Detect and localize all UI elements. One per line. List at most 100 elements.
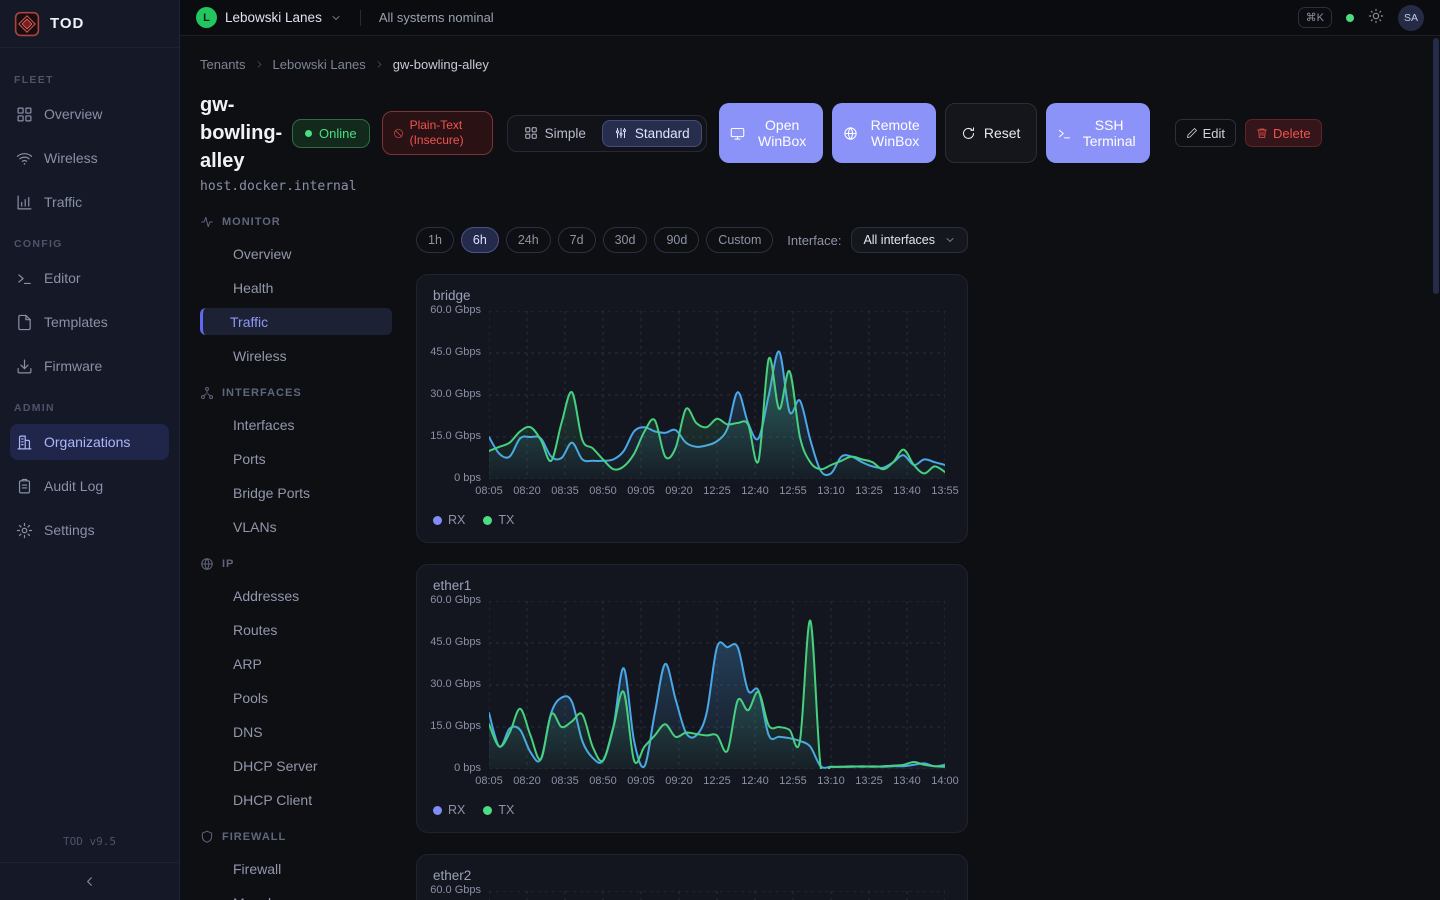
- file-icon: [16, 314, 33, 331]
- chart-card-ether1: ether160.0 Gbps45.0 Gbps30.0 Gbps15.0 Gb…: [416, 564, 968, 833]
- x-axis-label: 09:20: [665, 485, 693, 497]
- legend-label: TX: [498, 513, 514, 527]
- wifi-icon: [16, 150, 33, 167]
- subnav-header-label: INTERFACES: [222, 387, 302, 399]
- traffic-plot: [489, 601, 945, 769]
- view-toggle-simple[interactable]: Simple: [512, 120, 598, 147]
- sliders-icon: [614, 126, 628, 140]
- range-6h[interactable]: 6h: [461, 227, 499, 253]
- breadcrumb-tenants[interactable]: Tenants: [200, 57, 246, 72]
- sidebar-collapse-button[interactable]: [76, 870, 104, 894]
- button-label: Open WinBox: [753, 117, 812, 149]
- sidebar-item-wireless[interactable]: Wireless: [10, 140, 169, 176]
- chevron-left-icon: [82, 874, 97, 889]
- subnav-item-addresses[interactable]: Addresses: [200, 582, 392, 609]
- x-axis-label: 12:25: [703, 775, 731, 787]
- y-axis-label: 45.0 Gbps: [417, 346, 481, 358]
- subnav-item-pools[interactable]: Pools: [200, 684, 392, 711]
- sidebar: TOD FLEETOverviewWirelessTrafficCONFIGEd…: [0, 0, 180, 900]
- subnav-item-vlans[interactable]: VLANs: [200, 513, 392, 540]
- y-axis-label: 15.0 Gbps: [417, 430, 481, 442]
- sidebar-item-organizations[interactable]: Organizations: [10, 424, 169, 460]
- sidebar-item-firmware[interactable]: Firmware: [10, 348, 169, 384]
- download-icon: [16, 358, 33, 375]
- subnav-item-arp[interactable]: ARP: [200, 650, 392, 677]
- x-axis-label: 08:35: [551, 775, 579, 787]
- chart-legend: RXTX: [433, 803, 514, 817]
- x-axis-label: 08:50: [589, 775, 617, 787]
- x-axis-label: 09:20: [665, 775, 693, 787]
- subnav-item-routes[interactable]: Routes: [200, 616, 392, 643]
- ssh-terminal-button[interactable]: SSH Terminal: [1046, 103, 1150, 163]
- subnav-item-mangle[interactable]: Mangle: [200, 889, 392, 900]
- system-status: All systems nominal: [379, 10, 494, 25]
- reset-button[interactable]: Reset: [945, 103, 1037, 163]
- subnav-item-interfaces[interactable]: Interfaces: [200, 411, 392, 438]
- x-axis-label: 13:25: [855, 485, 883, 497]
- subnav-item-wireless[interactable]: Wireless: [200, 342, 392, 369]
- online-dot: [305, 130, 312, 137]
- sidebar-item-label: Organizations: [44, 434, 130, 450]
- subnav-item-firewall[interactable]: Firewall: [200, 855, 392, 882]
- sidebar-item-templates[interactable]: Templates: [10, 304, 169, 340]
- subnav-item-overview[interactable]: Overview: [200, 240, 392, 267]
- breadcrumb-current: gw-bowling-alley: [393, 57, 489, 72]
- subnav-item-traffic[interactable]: Traffic: [200, 308, 392, 335]
- sidebar-item-label: Overview: [44, 106, 102, 122]
- subnav-item-ports[interactable]: Ports: [200, 445, 392, 472]
- sidebar-section-config: CONFIGEditorTemplatesFirmware: [0, 238, 179, 384]
- device-subnav: MONITOR Overview Health Traffic Wireless INTE…: [200, 212, 392, 900]
- view-toggle-standard[interactable]: Standard: [602, 120, 702, 147]
- subnav-item-dhcp-client[interactable]: DHCP Client: [200, 786, 392, 813]
- refresh-icon: [961, 126, 976, 141]
- x-axis-label: 08:05: [475, 775, 503, 787]
- open-winbox-button[interactable]: Open WinBox: [719, 103, 823, 163]
- subnav-item-health[interactable]: Health: [200, 274, 392, 301]
- breadcrumb-tenant[interactable]: Lebowski Lanes: [273, 57, 366, 72]
- user-avatar[interactable]: SA: [1398, 5, 1424, 31]
- interface-select-value: All interfaces: [863, 233, 935, 247]
- subnav-item-dns[interactable]: DNS: [200, 718, 392, 745]
- remote-winbox-button[interactable]: Remote WinBox: [832, 103, 936, 163]
- sidebar-item-editor[interactable]: Editor: [10, 260, 169, 296]
- delete-button[interactable]: Delete: [1245, 119, 1322, 147]
- sidebar-item-label: Editor: [44, 270, 81, 286]
- terminal-icon: [16, 270, 33, 287]
- insecure-icon: [393, 128, 404, 139]
- tenant-selector[interactable]: L Lebowski Lanes: [196, 7, 342, 28]
- x-axis-label: 08:50: [589, 485, 617, 497]
- x-axis-label: 13:10: [817, 775, 845, 787]
- subnav-item-dhcp-server[interactable]: DHCP Server: [200, 752, 392, 779]
- sidebar-item-audit-log[interactable]: Audit Log: [10, 468, 169, 504]
- subnav-item-bridge-ports[interactable]: Bridge Ports: [200, 479, 392, 506]
- range-7d[interactable]: 7d: [558, 227, 596, 253]
- app-name: TOD: [50, 15, 84, 32]
- activity-icon: [200, 215, 214, 229]
- sidebar-item-label: Audit Log: [44, 478, 103, 494]
- sidebar-item-label: Templates: [44, 314, 108, 330]
- sidebar-item-settings[interactable]: Settings: [10, 512, 169, 548]
- theme-toggle-button[interactable]: [1368, 8, 1384, 27]
- legend-dot: [433, 516, 442, 525]
- legend-item-rx: RX: [433, 513, 465, 527]
- legend-dot: [483, 806, 492, 815]
- interface-select[interactable]: All interfaces: [851, 227, 968, 253]
- range-30d[interactable]: 30d: [603, 227, 648, 253]
- range-custom[interactable]: Custom: [706, 227, 773, 253]
- x-axis-label: 13:25: [855, 775, 883, 787]
- command-palette-shortcut[interactable]: ⌘K: [1298, 7, 1332, 28]
- subnav-header-label: MONITOR: [222, 216, 281, 228]
- range-1h[interactable]: 1h: [416, 227, 454, 253]
- x-axis-label: 12:55: [779, 775, 807, 787]
- edit-button[interactable]: Edit: [1175, 119, 1236, 147]
- chart-title: ether2: [433, 868, 471, 883]
- device-header: gw-bowling-alley Online Plain-Text (Inse…: [200, 87, 1322, 179]
- range-24h[interactable]: 24h: [506, 227, 551, 253]
- vertical-scrollbar[interactable]: [1433, 38, 1439, 294]
- insecure-label: Plain-Text (Insecure): [410, 118, 482, 148]
- page-title: gw-bowling-alley: [200, 91, 292, 175]
- range-90d[interactable]: 90d: [654, 227, 699, 253]
- sidebar-item-traffic[interactable]: Traffic: [10, 184, 169, 220]
- legend-item-tx: TX: [483, 513, 514, 527]
- sidebar-item-overview[interactable]: Overview: [10, 96, 169, 132]
